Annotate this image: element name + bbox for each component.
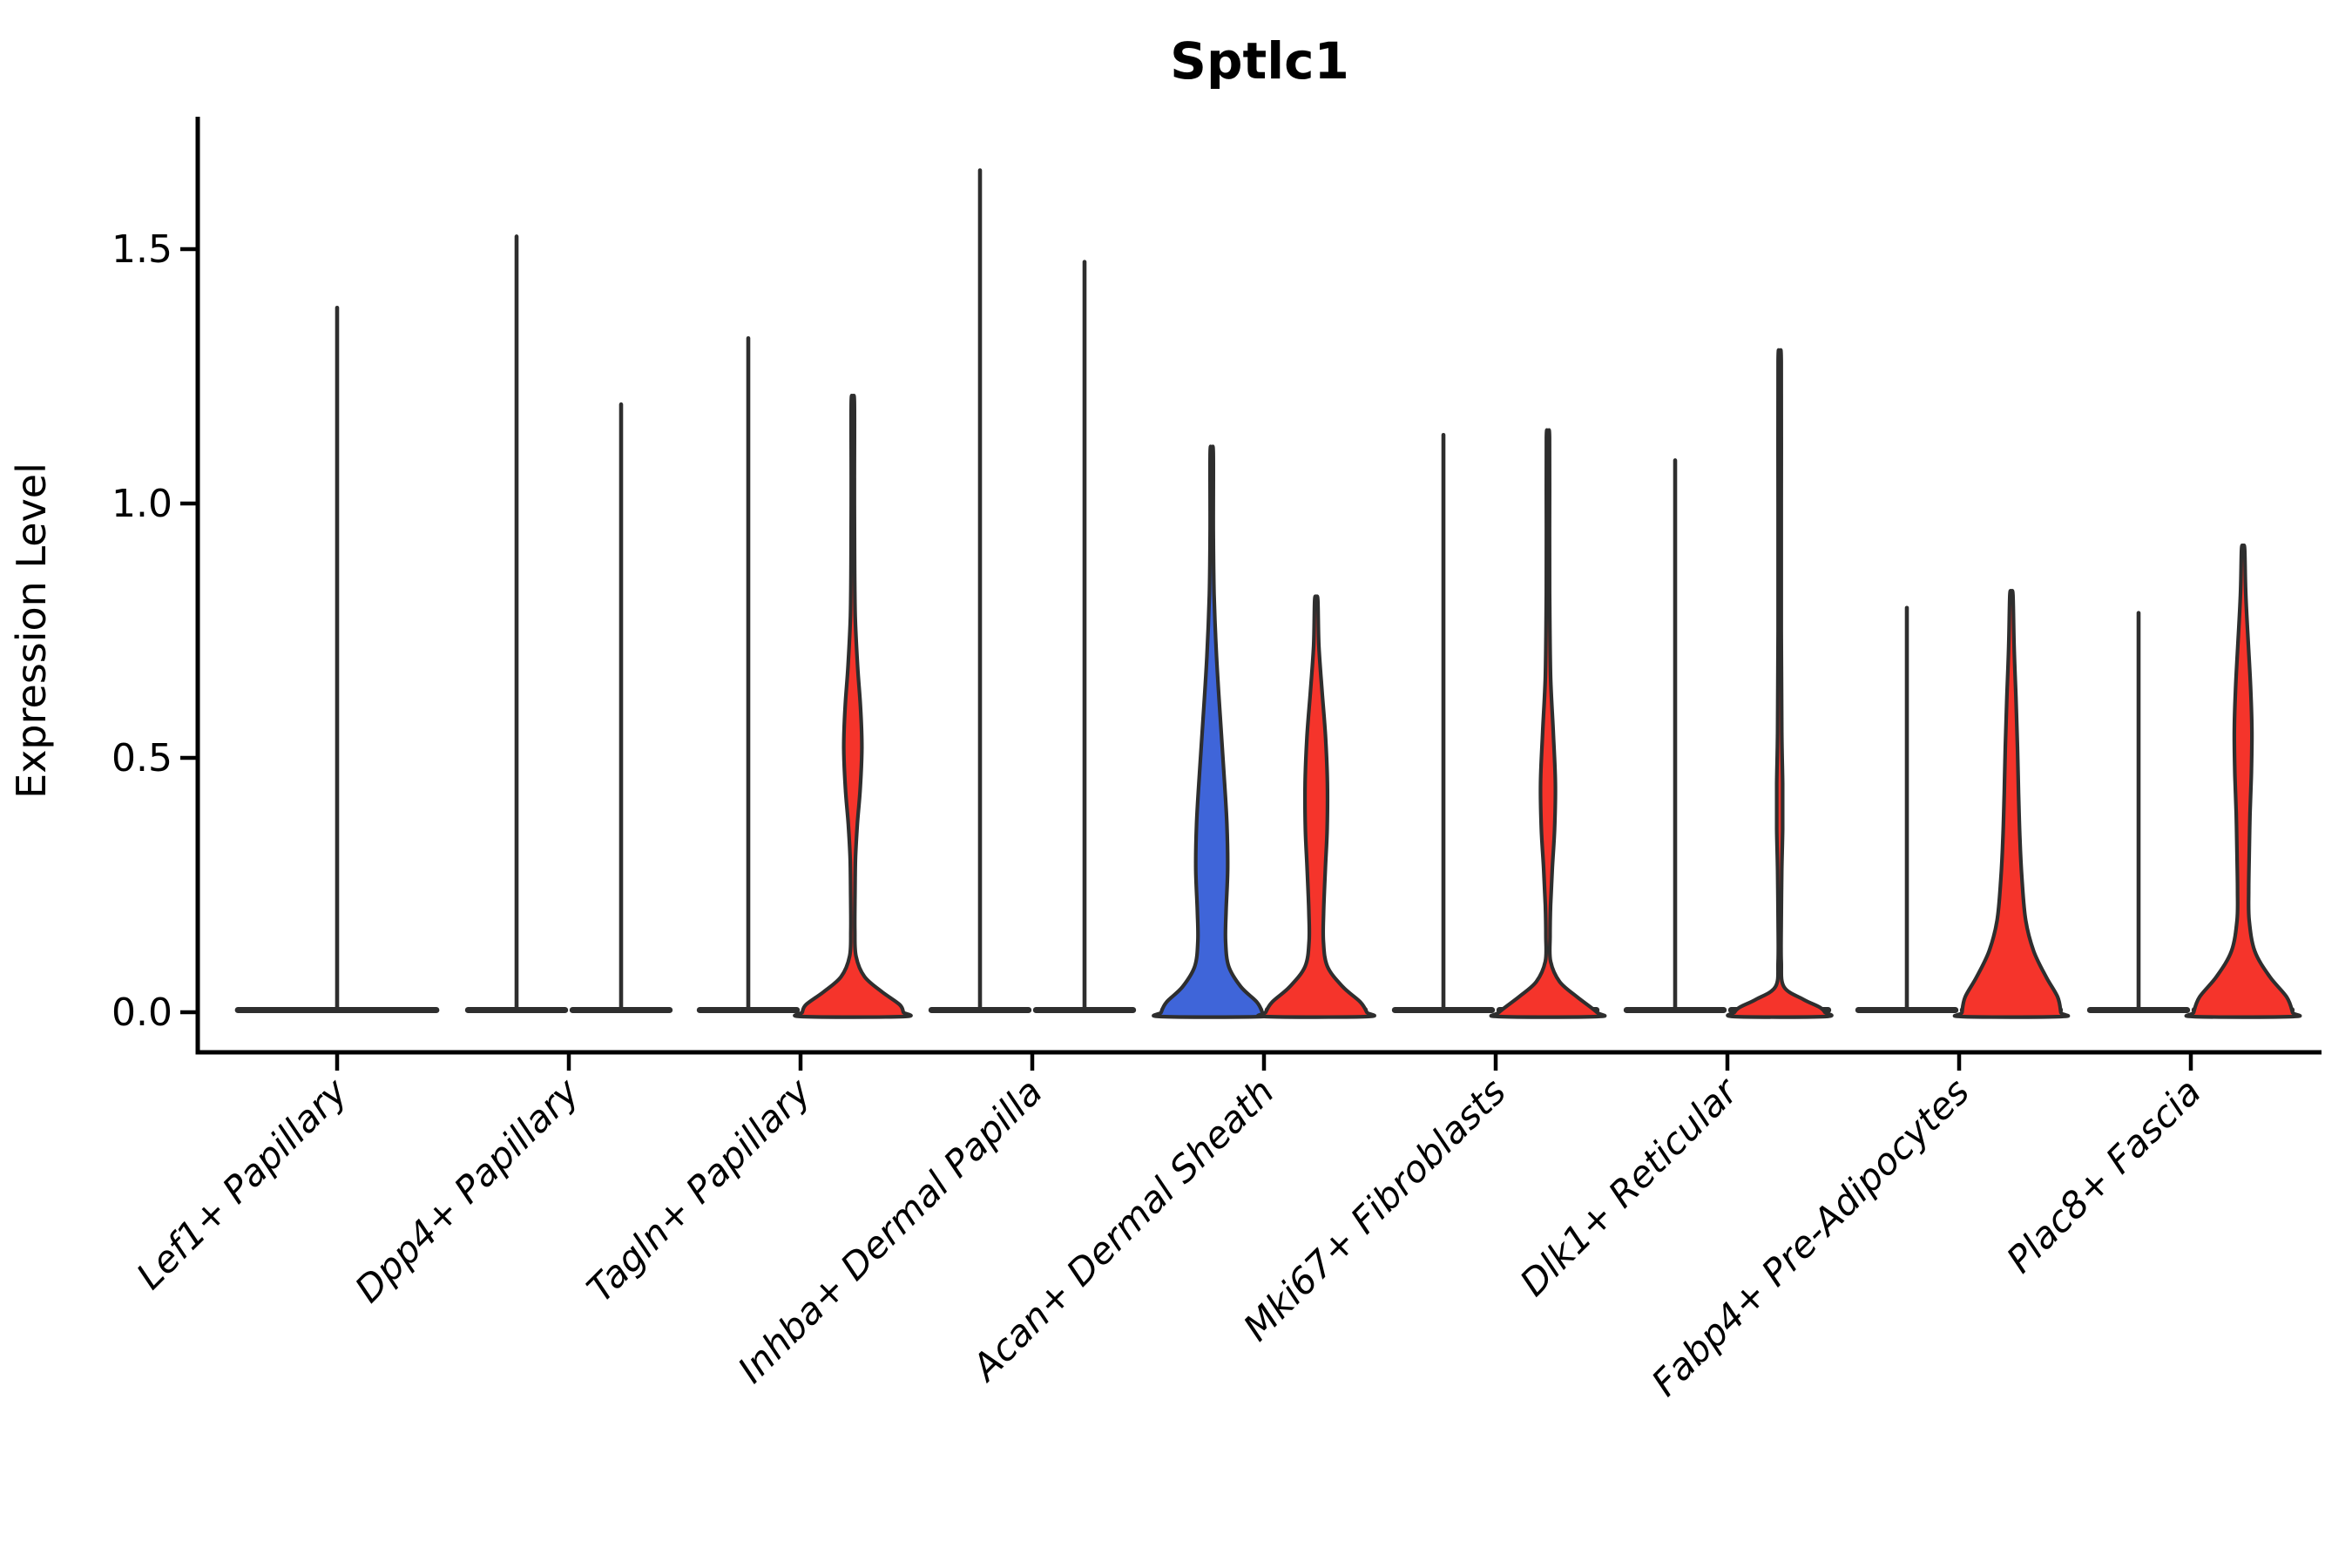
- violin-body: [1726, 348, 1834, 1019]
- x-tick-label: Dlk1+ Reticular: [1511, 1068, 1747, 1304]
- y-tick-label: 0.0: [112, 990, 172, 1035]
- x-tick-label: Dpp4+ Papillary: [347, 1070, 588, 1311]
- y-tick-label: 0.5: [112, 736, 172, 781]
- y-axis-label: Expression Level: [8, 463, 55, 799]
- violins-layer: [234, 168, 2302, 1019]
- axes-layer: [180, 117, 2322, 1071]
- x-tick-label: Lef1+ Papillary: [128, 1070, 356, 1298]
- violin-body: [1489, 428, 1607, 1019]
- violin-body: [1952, 589, 2071, 1019]
- y-tick-label: 1.0: [112, 482, 172, 526]
- x-tick-label: Mki67+ Fibroblasts: [1235, 1070, 1514, 1348]
- violin-body: [1256, 594, 1376, 1019]
- violin-body: [1152, 444, 1272, 1019]
- violin-body: [793, 393, 913, 1019]
- chart-title: Sptlc1: [1170, 31, 1349, 91]
- y-tick-label: 1.5: [112, 227, 172, 272]
- violin-body: [2184, 543, 2302, 1019]
- x-tick-label: Tagln+ Papillary: [578, 1070, 820, 1311]
- x-tick-label: Plac8+ Fascia: [1998, 1070, 2209, 1281]
